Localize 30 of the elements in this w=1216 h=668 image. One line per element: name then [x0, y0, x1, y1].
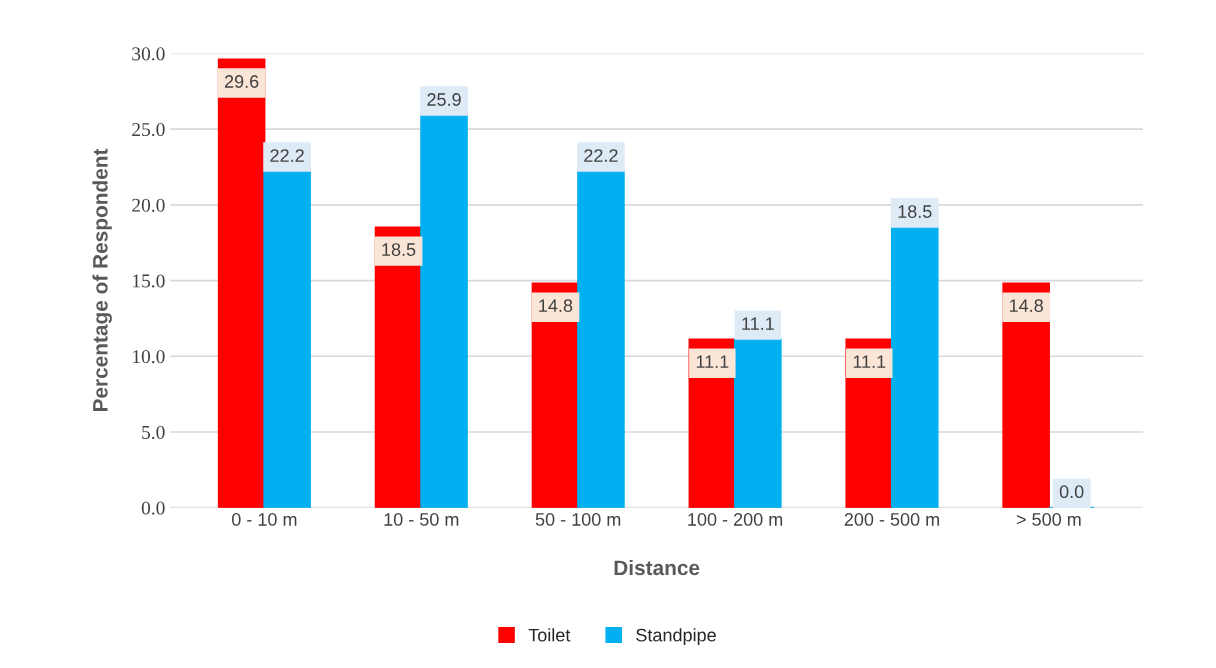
- data-label: 29.6: [224, 75, 259, 88]
- x-tick-label: 100 - 200 m: [688, 513, 783, 526]
- y-tick-label: 20.0: [132, 198, 165, 212]
- data-label: 14.8: [539, 299, 573, 312]
- y-tick-label: 0.0: [141, 501, 165, 515]
- legend-label: Standpipe: [636, 628, 716, 646]
- data-label: 22.2: [584, 149, 618, 162]
- y-axis-title: Percentage of Respondent: [92, 148, 112, 412]
- x-tick-label: 10 - 50 m: [384, 513, 459, 526]
- x-tick-label: > 500 m: [1016, 513, 1081, 526]
- bar: [217, 58, 266, 508]
- x-tick-label: 50 - 100 m: [535, 513, 621, 526]
- y-tick-label: 10.0: [133, 350, 165, 364]
- x-tick-label: 200 - 500 m: [844, 513, 939, 526]
- data-label: 11.1: [853, 355, 886, 368]
- y-tick-label: 25.0: [132, 122, 165, 137]
- y-tick-label: 15.0: [133, 274, 165, 288]
- x-axis-title: Distance: [614, 559, 700, 576]
- legend-label: Toilet: [528, 628, 571, 642]
- x-tick-label: 0 - 10 m: [231, 513, 297, 526]
- y-tick-label: 30.0: [132, 47, 165, 61]
- data-label: 22.2: [270, 149, 304, 162]
- data-label: 11.1: [696, 355, 729, 368]
- y-tick-label: 5.0: [142, 425, 165, 439]
- data-label: 11.1: [742, 317, 774, 330]
- data-label: 18.5: [382, 243, 416, 256]
- data-label: 0.0: [1059, 485, 1084, 499]
- data-label: 18.5: [898, 205, 932, 218]
- data-label: 25.9: [427, 93, 461, 106]
- data-label: 14.8: [1009, 299, 1043, 312]
